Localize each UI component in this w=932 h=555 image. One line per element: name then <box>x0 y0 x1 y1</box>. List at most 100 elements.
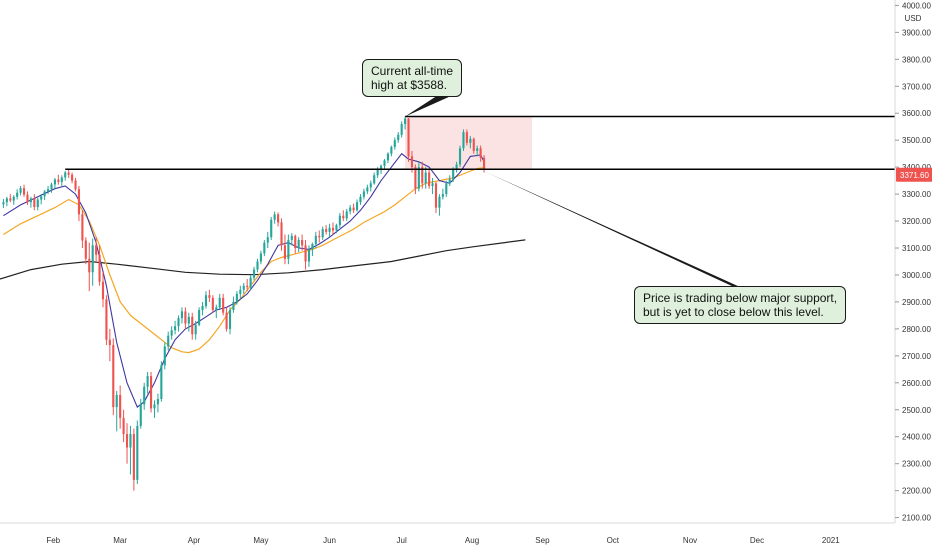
candle-body <box>228 310 232 329</box>
candle-body <box>359 196 362 203</box>
y-tick-label: 3300.00 <box>902 190 931 199</box>
candle-body <box>479 148 482 158</box>
candle-body <box>321 229 324 238</box>
y-tick-label: 3100.00 <box>902 244 931 253</box>
candle-body <box>266 237 269 243</box>
candle-body <box>160 365 163 399</box>
candle-body <box>208 295 211 298</box>
candle-body <box>211 297 214 311</box>
candle-body <box>410 156 414 168</box>
candle-body <box>414 167 417 189</box>
candle-body <box>366 187 369 192</box>
x-tick-label: Apr <box>188 536 201 545</box>
candle-body <box>256 261 259 270</box>
candle-body <box>77 189 81 215</box>
candle-body <box>115 394 118 408</box>
candle-body <box>105 299 108 340</box>
candle-body <box>421 167 424 184</box>
candle-body <box>26 194 29 203</box>
candle-body <box>438 196 441 208</box>
candle-body <box>132 434 135 480</box>
candle-body <box>311 243 314 250</box>
moving-average-50 <box>3 167 485 354</box>
candle-body <box>393 140 396 147</box>
candle-body <box>452 169 455 180</box>
candle-body <box>345 211 348 219</box>
y-tick-label: 3400.00 <box>902 163 931 172</box>
candle-body <box>125 434 129 448</box>
candle-body <box>373 175 376 184</box>
candle-body <box>263 242 266 254</box>
y-tick-label: 3900.00 <box>902 28 931 37</box>
annotation-line: high at $3588. <box>371 78 448 92</box>
candle-body <box>390 146 393 154</box>
x-tick-label: May <box>253 536 268 545</box>
candle-body <box>465 132 468 143</box>
candle-body <box>280 222 283 246</box>
candle-body <box>60 177 63 182</box>
candle-body <box>22 188 26 195</box>
candle-body <box>314 235 317 244</box>
candle-body <box>462 132 465 149</box>
annotation-line: but is yet to close below this level. <box>643 305 824 319</box>
candle-body <box>338 215 341 226</box>
candle-body <box>67 172 70 175</box>
candle-body <box>29 198 32 203</box>
candle-body <box>369 183 372 188</box>
y-tick-label: 2500.00 <box>902 406 931 415</box>
candle-body <box>139 404 142 426</box>
y-tick-label: 3500.00 <box>902 136 931 145</box>
y-tick-label: 3000.00 <box>902 271 931 280</box>
candle-body <box>404 118 407 125</box>
candle-body <box>325 229 328 232</box>
y-tick-label: 3600.00 <box>902 109 931 118</box>
currency-label: USD <box>905 14 922 23</box>
candle-body <box>424 172 427 184</box>
current-price-label: 3371.60 <box>900 171 929 180</box>
y-tick-label: 2400.00 <box>902 433 931 442</box>
x-tick-label: 2021 <box>822 536 840 545</box>
candle-body <box>318 235 321 238</box>
candle-body <box>194 324 197 335</box>
candle-body <box>177 318 180 327</box>
candle-body <box>270 219 273 238</box>
candle-body <box>273 214 276 220</box>
candle-body <box>143 386 146 405</box>
candle-body <box>307 249 311 262</box>
candle-body <box>81 214 84 241</box>
annotation-support: Price is trading below major support, bu… <box>634 286 847 324</box>
candle-body <box>167 335 170 347</box>
supply-zone <box>405 116 533 169</box>
x-tick-label: Mar <box>113 536 127 545</box>
candle-body <box>400 124 403 135</box>
candle-body <box>71 174 74 181</box>
candle-body <box>331 227 335 231</box>
candle-body <box>294 235 297 249</box>
candle-body <box>235 293 238 302</box>
candle-body <box>5 198 8 203</box>
candle-body <box>170 330 173 336</box>
candle-body <box>101 281 105 300</box>
candle-body <box>441 194 444 197</box>
candle-body <box>187 316 190 324</box>
annotation-line: Price is trading below major support, <box>643 291 838 305</box>
candle-body <box>239 289 242 294</box>
x-tick-label: Oct <box>607 536 620 545</box>
candle-body <box>184 311 187 324</box>
y-tick-label: 3700.00 <box>902 82 931 91</box>
candle-body <box>355 202 359 211</box>
candle-body <box>349 207 352 212</box>
candle-body <box>252 269 256 278</box>
candle-body <box>242 285 245 290</box>
candle-body <box>108 339 111 346</box>
candle-body <box>397 134 400 141</box>
candle-body <box>297 239 300 249</box>
candle-body <box>2 202 5 205</box>
candle-body <box>33 198 36 208</box>
candle-body <box>46 189 50 192</box>
candle-body <box>129 434 132 448</box>
candle-body <box>174 326 177 331</box>
candle-body <box>91 245 94 273</box>
candle-body <box>407 118 410 157</box>
candle-body <box>64 172 67 178</box>
